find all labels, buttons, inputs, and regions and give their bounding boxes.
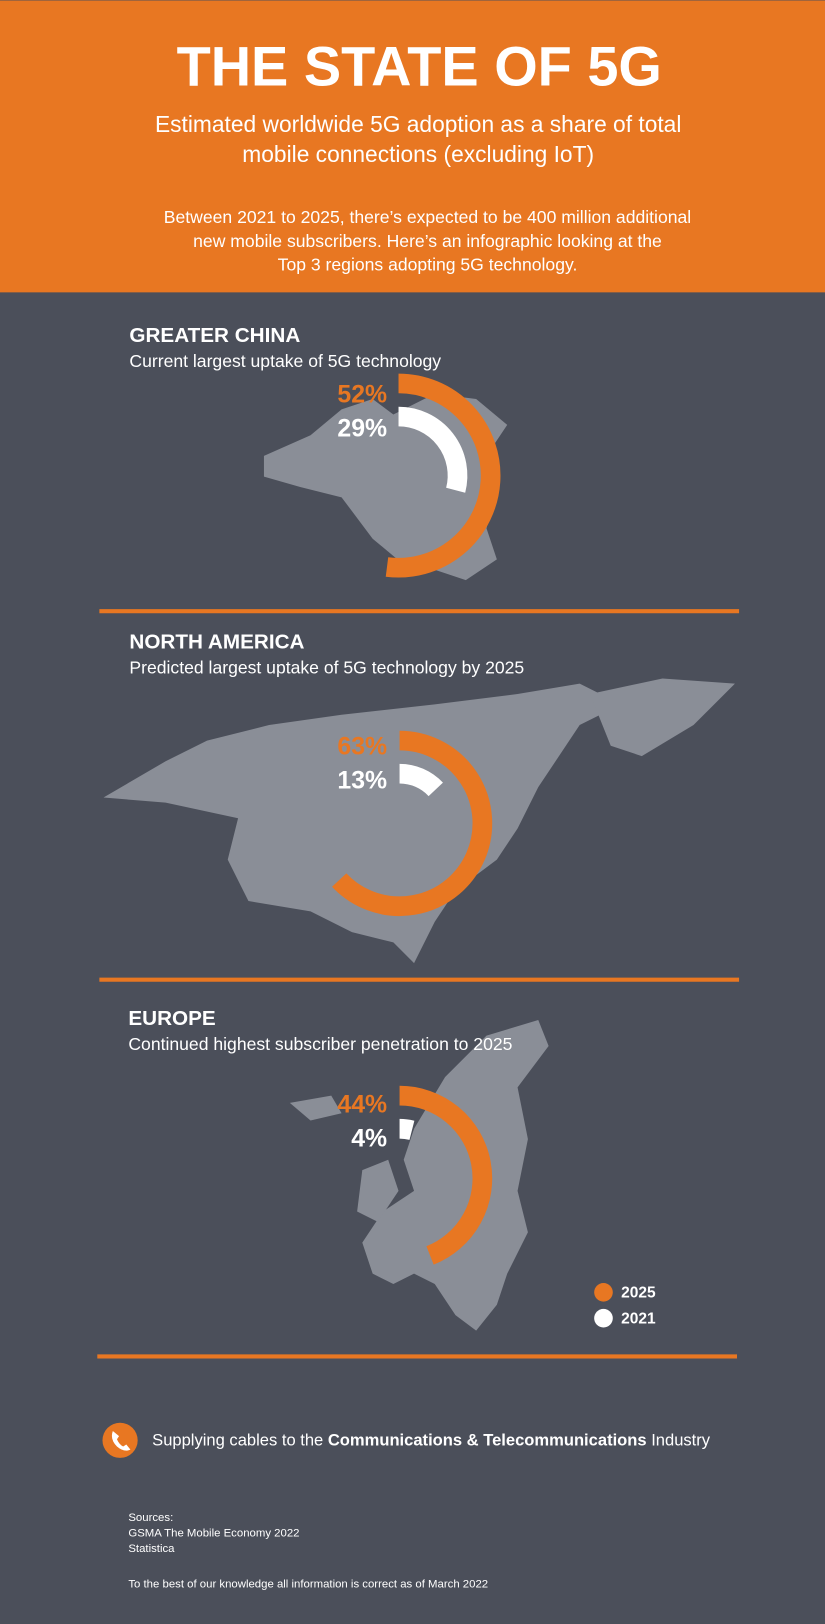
- tagline: Supplying cables to the Communications &…: [152, 1431, 711, 1450]
- radial-bar: [385, 373, 501, 578]
- radial-bar: [399, 1085, 493, 1265]
- section-subtitle: Continued highest subscriber penetration…: [128, 1034, 512, 1054]
- header-band: [0, 0, 825, 293]
- radial-bar: [332, 730, 493, 917]
- section-subtitle: Current largest uptake of 5G technology: [129, 351, 441, 371]
- section-title: EUROPE: [128, 1007, 215, 1030]
- legend-label: 2021: [621, 1310, 656, 1327]
- intro: new mobile subscribers. Here’s an infogr…: [193, 231, 662, 251]
- subtitle: mobile connections (excluding IoT): [242, 141, 594, 167]
- section-subtitle: Predicted largest uptake of 5G technolog…: [129, 657, 524, 677]
- legend-label: 2025: [621, 1284, 656, 1301]
- sources: Statistica: [128, 1543, 175, 1555]
- map-north-america: [103, 683, 622, 964]
- tagline-bold: Communications & Telecommunications: [328, 1431, 647, 1450]
- sources: GSMA The Mobile Economy 2022: [128, 1528, 299, 1540]
- legend-swatch: [594, 1308, 613, 1328]
- map-uk: [357, 1159, 399, 1222]
- title: THE STATE OF 5G: [177, 34, 662, 97]
- map-iceland: [289, 1095, 342, 1121]
- tagline-part: Industry: [647, 1431, 711, 1450]
- phone-icon: [102, 1422, 138, 1458]
- map-greenland: [590, 678, 735, 757]
- value-label: 44%: [337, 1092, 387, 1119]
- sources: Sources:: [128, 1512, 173, 1524]
- value-label: 13%: [337, 768, 387, 795]
- value-label: 52%: [337, 381, 387, 408]
- intro: Top 3 regions adopting 5G technology.: [278, 255, 578, 275]
- radial-bar: [399, 1118, 415, 1140]
- radial-bar: [398, 406, 468, 493]
- intro: Between 2021 to 2025, there’s expected t…: [164, 207, 691, 227]
- phone-glyph: [111, 1431, 131, 1451]
- value-label: 29%: [337, 416, 387, 443]
- section-title: GREATER CHINA: [129, 324, 300, 347]
- disclaimer: To the best of our knowledge all informa…: [128, 1578, 488, 1590]
- legend-swatch: [594, 1282, 613, 1302]
- subtitle: Estimated worldwide 5G adoption as a sha…: [155, 111, 681, 137]
- map-europe: [362, 1020, 549, 1331]
- tagline-part: Supplying cables to the: [152, 1431, 328, 1450]
- radial-bar: [399, 763, 443, 797]
- value-label: 4%: [351, 1126, 387, 1153]
- value-label: 63%: [337, 733, 387, 760]
- section-title: NORTH AMERICA: [129, 630, 304, 653]
